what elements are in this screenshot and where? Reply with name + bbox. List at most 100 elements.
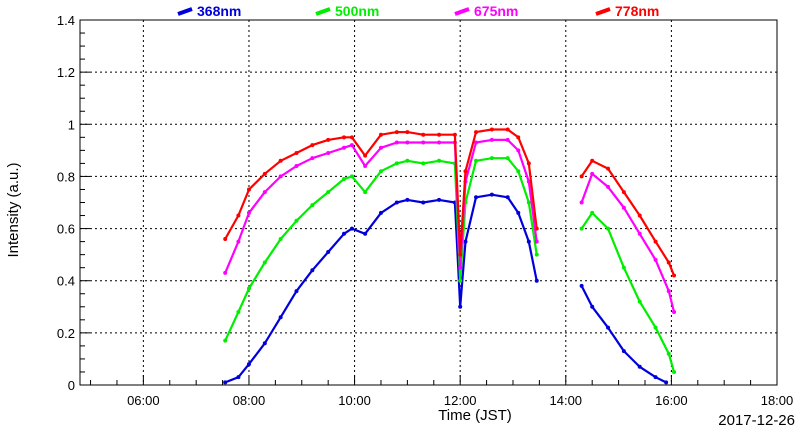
data-point-778nm [278, 158, 283, 163]
data-point-368nm [590, 304, 595, 309]
data-point-368nm [363, 231, 368, 236]
data-point-778nm [236, 213, 241, 218]
data-point-500nm [326, 190, 331, 195]
data-point-368nm [606, 325, 611, 330]
y-tick-label: 1 [68, 117, 75, 132]
data-point-368nm [342, 231, 347, 236]
data-point-500nm [421, 161, 426, 166]
data-point-368nm [394, 200, 399, 205]
data-point-368nm [294, 289, 299, 294]
data-point-778nm [394, 130, 399, 135]
data-point-368nm [653, 375, 658, 380]
data-point-368nm [310, 268, 315, 273]
y-tick-label: 0.8 [57, 169, 75, 184]
data-point-500nm [394, 161, 399, 166]
x-tick-label: 10:00 [338, 393, 371, 408]
data-point-500nm [294, 218, 299, 223]
data-point-500nm [534, 252, 539, 257]
legend-swatch-675nm [454, 7, 470, 16]
data-point-778nm [474, 130, 479, 135]
data-point-675nm [278, 174, 283, 179]
data-point-500nm [672, 369, 677, 374]
data-point-778nm [653, 239, 658, 244]
data-point-368nm [579, 283, 584, 288]
data-point-368nm [458, 304, 463, 309]
data-point-500nm [579, 226, 584, 231]
data-point-778nm [534, 226, 539, 231]
data-point-500nm [349, 174, 354, 179]
data-point-368nm [421, 200, 426, 205]
data-point-500nm [606, 226, 611, 231]
data-point-500nm [223, 338, 228, 343]
data-point-675nm [246, 210, 251, 215]
data-point-778nm [666, 260, 671, 265]
x-tick-label: 18:00 [761, 393, 794, 408]
data-point-778nm [579, 174, 584, 179]
data-point-500nm [621, 265, 626, 270]
data-series [223, 127, 677, 385]
data-point-675nm [534, 239, 539, 244]
data-point-368nm [526, 239, 531, 244]
data-point-368nm [326, 250, 331, 255]
data-point-778nm [363, 153, 368, 158]
data-point-675nm [349, 143, 354, 148]
data-point-675nm [474, 140, 479, 145]
data-point-778nm [505, 127, 510, 132]
data-point-778nm [437, 132, 442, 137]
legend-label-500nm: 500nm [335, 3, 379, 19]
data-point-368nm [664, 380, 669, 385]
x-axis-title: Time (JST) [438, 407, 512, 424]
legend-swatch-778nm [595, 7, 611, 16]
data-point-778nm [342, 135, 347, 140]
y-tick-label: 0 [68, 378, 75, 393]
data-point-675nm [606, 184, 611, 189]
data-point-675nm [437, 140, 442, 145]
y-tick-label: 0.6 [57, 222, 75, 237]
legend-swatch-368nm [177, 7, 193, 16]
y-tick-label: 1.4 [57, 13, 75, 28]
data-point-500nm [590, 210, 595, 215]
data-point-500nm [262, 260, 267, 265]
data-point-368nm [474, 195, 479, 200]
data-point-368nm [534, 278, 539, 283]
data-point-778nm [405, 130, 410, 135]
data-point-675nm [458, 265, 463, 270]
data-point-778nm [326, 137, 331, 142]
data-point-778nm [378, 132, 383, 137]
data-point-675nm [236, 239, 241, 244]
x-tick-label: 12:00 [444, 393, 477, 408]
data-point-778nm [458, 252, 463, 257]
data-point-500nm [458, 278, 463, 283]
data-point-500nm [653, 325, 658, 330]
data-point-368nm [505, 195, 510, 200]
y-tick-label: 0.4 [57, 274, 75, 289]
data-point-675nm [405, 140, 410, 145]
data-point-675nm [505, 137, 510, 142]
data-point-778nm [606, 166, 611, 171]
data-point-675nm [637, 231, 642, 236]
data-point-675nm [310, 156, 315, 161]
x-tick-label: 08:00 [233, 393, 266, 408]
x-tick-label: 16:00 [655, 393, 688, 408]
data-point-500nm [505, 156, 510, 161]
data-point-500nm [405, 158, 410, 163]
data-point-675nm [653, 257, 658, 262]
legend-label-778nm: 778nm [615, 3, 659, 19]
data-point-778nm [516, 135, 521, 140]
data-point-675nm [326, 150, 331, 155]
data-point-778nm [672, 273, 677, 278]
data-point-778nm [452, 132, 457, 137]
data-point-500nm [278, 237, 283, 241]
data-point-368nm [516, 210, 521, 215]
data-point-675nm [363, 164, 368, 168]
data-point-500nm [342, 177, 347, 182]
x-tick-label: 14:00 [550, 393, 583, 408]
data-point-368nm [262, 341, 267, 346]
y-tick-label: 0.2 [57, 326, 75, 341]
data-point-778nm [421, 132, 426, 137]
legend-swatch-500nm [315, 7, 331, 16]
axes: 0 0.2 0.4 0.6 0.8 1 1.2 1.4 06:00 08:00 10:00 12:00… [57, 13, 793, 408]
y-tick-label: 1.2 [57, 65, 75, 80]
